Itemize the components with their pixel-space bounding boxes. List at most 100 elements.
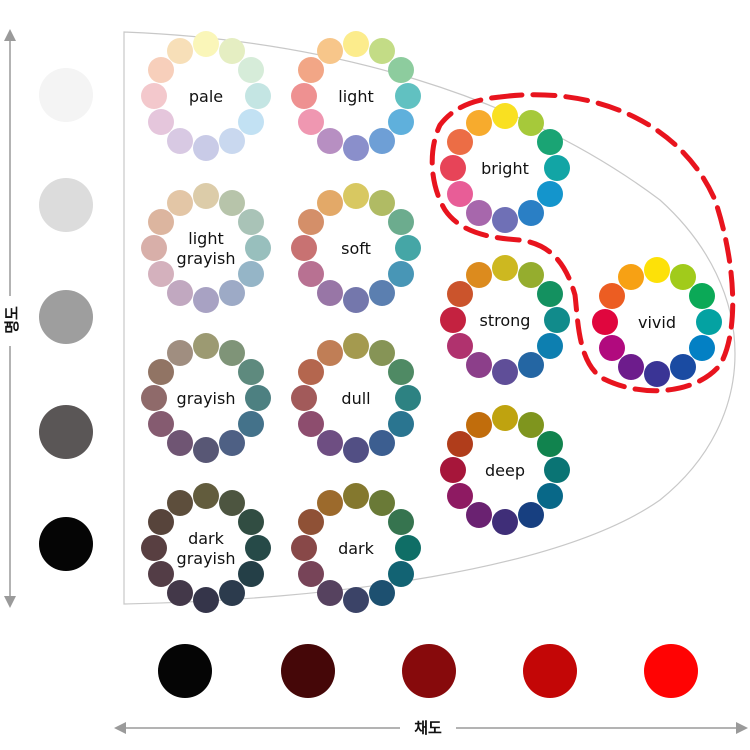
- lightness-axis-label: 명도: [3, 306, 21, 334]
- tone-wheel-bright: bright: [440, 103, 570, 233]
- color-dot: [492, 103, 518, 129]
- color-dot: [148, 109, 174, 135]
- tone-label-dark-grayish: grayish: [177, 549, 236, 568]
- color-dot: [388, 411, 414, 437]
- color-dot: [440, 457, 466, 483]
- color-dot: [245, 83, 271, 109]
- color-dot: [369, 340, 395, 366]
- color-dot: [388, 509, 414, 535]
- color-dot: [492, 255, 518, 281]
- color-dot: [395, 535, 421, 561]
- color-dot: [291, 385, 317, 411]
- color-dot: [193, 287, 219, 313]
- color-dot: [689, 335, 715, 361]
- color-dot: [537, 333, 563, 359]
- color-dot: [193, 333, 219, 359]
- color-dot: [238, 411, 264, 437]
- tone-label-pale: pale: [189, 87, 223, 106]
- color-dot: [167, 38, 193, 64]
- color-dot: [447, 333, 473, 359]
- color-dot: [219, 580, 245, 606]
- color-dot: [167, 128, 193, 154]
- color-dot: [298, 109, 324, 135]
- color-dot: [388, 261, 414, 287]
- tone-label-dark: dark: [338, 539, 375, 558]
- tone-wheel-soft: soft: [291, 183, 421, 313]
- color-dot: [369, 490, 395, 516]
- color-dot: [167, 280, 193, 306]
- tone-label-deep: deep: [485, 461, 525, 480]
- color-dot: [537, 483, 563, 509]
- tone-wheel-pale: pale: [141, 31, 271, 161]
- color-dot: [148, 209, 174, 235]
- tone-label-dark-grayish: dark: [188, 529, 225, 548]
- color-dot: [670, 354, 696, 380]
- color-dot: [492, 207, 518, 233]
- color-dot: [537, 129, 563, 155]
- color-dot: [219, 38, 245, 64]
- color-dot: [238, 509, 264, 535]
- color-dot: [544, 307, 570, 333]
- lightness-swatch: [39, 290, 93, 344]
- color-dot: [618, 354, 644, 380]
- color-dot: [343, 333, 369, 359]
- saturation-swatch: [402, 644, 456, 698]
- color-dot: [298, 411, 324, 437]
- color-dot: [369, 190, 395, 216]
- color-dot: [388, 57, 414, 83]
- color-dot: [238, 561, 264, 587]
- color-dot: [298, 209, 324, 235]
- color-dot: [193, 135, 219, 161]
- color-dot: [148, 57, 174, 83]
- tone-wheel-grayish: grayish: [141, 333, 271, 463]
- tone-label-light-grayish: grayish: [177, 249, 236, 268]
- lightness-swatch: [39, 68, 93, 122]
- color-dot: [466, 412, 492, 438]
- color-dot: [447, 129, 473, 155]
- lightness-swatch: [39, 405, 93, 459]
- color-dot: [343, 135, 369, 161]
- color-dot: [193, 587, 219, 613]
- tone-wheel-vivid: vivid: [592, 257, 722, 387]
- color-dot: [167, 490, 193, 516]
- lightness-swatch: [39, 178, 93, 232]
- color-dot: [219, 190, 245, 216]
- color-dot: [167, 430, 193, 456]
- color-dot: [369, 280, 395, 306]
- color-dot: [167, 580, 193, 606]
- color-dot: [317, 340, 343, 366]
- color-dot: [317, 580, 343, 606]
- color-dot: [343, 587, 369, 613]
- color-dot: [148, 561, 174, 587]
- color-dot: [544, 457, 570, 483]
- color-dot: [298, 359, 324, 385]
- color-dot: [291, 235, 317, 261]
- color-dot: [369, 580, 395, 606]
- color-dot: [141, 235, 167, 261]
- color-dot: [317, 190, 343, 216]
- color-dot: [245, 535, 271, 561]
- color-dot: [395, 83, 421, 109]
- color-dot: [492, 405, 518, 431]
- color-dot: [219, 280, 245, 306]
- color-dot: [238, 209, 264, 235]
- color-dot: [148, 261, 174, 287]
- color-dot: [148, 411, 174, 437]
- color-dot: [544, 155, 570, 181]
- color-dot: [193, 483, 219, 509]
- color-dot: [447, 181, 473, 207]
- color-dot: [689, 283, 715, 309]
- color-dot: [466, 502, 492, 528]
- color-dot: [369, 128, 395, 154]
- color-dot: [388, 109, 414, 135]
- color-dot: [245, 235, 271, 261]
- color-dot: [388, 561, 414, 587]
- color-dot: [395, 385, 421, 411]
- color-dot: [298, 57, 324, 83]
- color-dot: [148, 359, 174, 385]
- saturation-axis-label: 채도: [414, 719, 442, 737]
- color-dot: [644, 257, 670, 283]
- saturation-scale: [158, 644, 698, 698]
